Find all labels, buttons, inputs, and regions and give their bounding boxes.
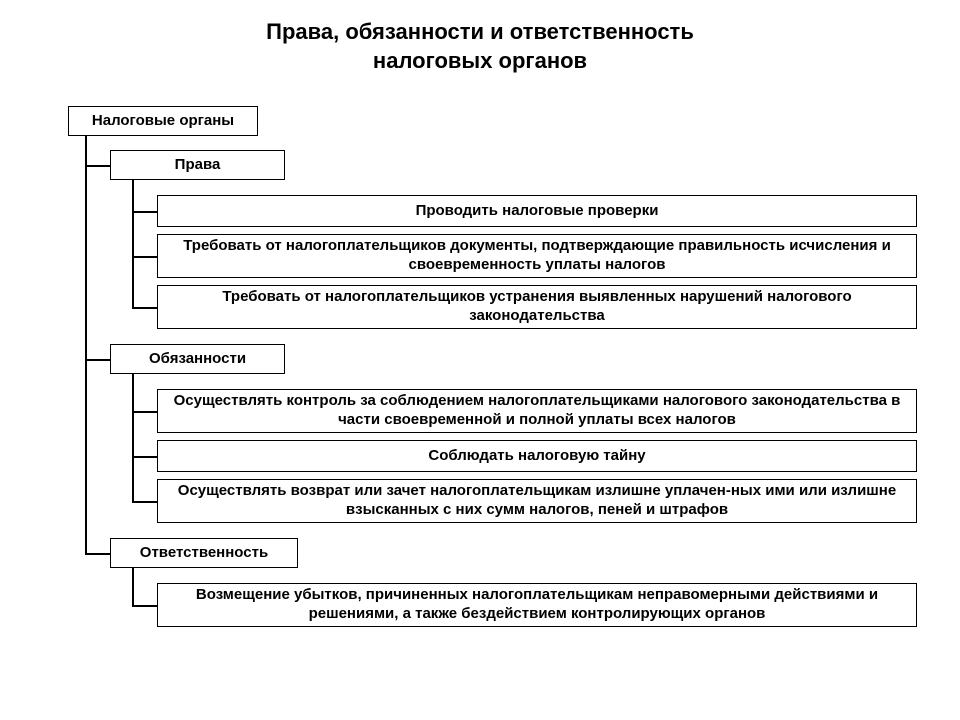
spine-main xyxy=(85,136,87,553)
org-tree-diagram: Налоговые органы Права Проводить налогов… xyxy=(0,0,960,720)
connector-b2-1 xyxy=(132,411,157,413)
connector-b1-3 xyxy=(132,307,157,309)
connector-b1-2 xyxy=(132,256,157,258)
connector-root-b2 xyxy=(85,359,110,361)
duties-item-2: Соблюдать налоговую тайну xyxy=(157,440,917,472)
duties-item-2-text: Соблюдать налоговую тайну xyxy=(428,447,645,466)
connector-b3-1 xyxy=(132,605,157,607)
rights-item-1-text: Проводить налоговые проверки xyxy=(416,202,659,221)
duties-item-3-text: Осуществлять возврат или зачет налогопла… xyxy=(168,482,906,520)
branch-responsibility: Ответственность xyxy=(110,538,298,568)
spine-b3 xyxy=(132,568,134,605)
connector-b1-1 xyxy=(132,211,157,213)
connector-b2-3 xyxy=(132,501,157,503)
branch-responsibility-label: Ответственность xyxy=(140,544,268,563)
spine-b2 xyxy=(132,374,134,501)
branch-duties: Обязанности xyxy=(110,344,285,374)
branch-duties-label: Обязанности xyxy=(149,350,246,369)
duties-item-1: Осуществлять контроль за соблюдением нал… xyxy=(157,389,917,433)
rights-item-2: Требовать от налогоплательщиков документ… xyxy=(157,234,917,278)
connector-b2-2 xyxy=(132,456,157,458)
rights-item-1: Проводить налоговые проверки xyxy=(157,195,917,227)
rights-item-3-text: Требовать от налогоплательщиков устранен… xyxy=(168,288,906,326)
root-label: Налоговые органы xyxy=(92,112,234,131)
connector-root-b1 xyxy=(85,165,110,167)
spine-b1 xyxy=(132,180,134,307)
duties-item-1-text: Осуществлять контроль за соблюдением нал… xyxy=(168,392,906,430)
connector-root-b3 xyxy=(85,553,110,555)
branch-rights-label: Права xyxy=(175,156,221,175)
responsibility-item-1-text: Возмещение убытков, причиненных налогопл… xyxy=(168,586,906,624)
branch-rights: Права xyxy=(110,150,285,180)
responsibility-item-1: Возмещение убытков, причиненных налогопл… xyxy=(157,583,917,627)
rights-item-2-text: Требовать от налогоплательщиков документ… xyxy=(168,237,906,275)
rights-item-3: Требовать от налогоплательщиков устранен… xyxy=(157,285,917,329)
duties-item-3: Осуществлять возврат или зачет налогопла… xyxy=(157,479,917,523)
root-node: Налоговые органы xyxy=(68,106,258,136)
